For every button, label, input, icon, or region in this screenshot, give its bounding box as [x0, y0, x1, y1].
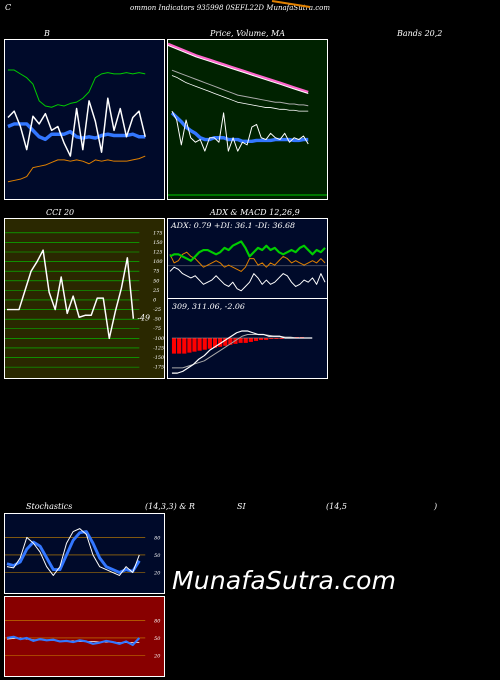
- price-chart: [168, 42, 327, 196]
- cci-y-tick-label: 0: [153, 297, 156, 303]
- cci-y-tick-label: -100: [153, 336, 164, 342]
- cci-y-tick-label: 150: [153, 240, 162, 246]
- stoch-y-tick-label: 20: [153, 570, 160, 576]
- label-cci: CCI 20: [46, 208, 75, 217]
- price-ma-mid-line: [171, 75, 309, 112]
- stoch-k-line: [6, 528, 140, 576]
- bollinger-panel: [4, 39, 165, 200]
- macd-histogram-bar: [182, 338, 187, 354]
- label-rsi-params: (14,5: [326, 502, 347, 511]
- rsi-y-tick-label: 50: [154, 636, 160, 642]
- cci-y-tick-label: -50: [153, 317, 161, 323]
- macd-histogram-bar: [248, 338, 253, 342]
- macd-histogram-bar: [171, 338, 177, 354]
- adx-readout-label: ADX: 0.79 +DI: 36.1 -DI: 36.68: [170, 221, 295, 230]
- stoch-panel: 80 50 20: [4, 513, 165, 594]
- cci-y-tick-label: 75: [153, 269, 159, 275]
- stoch-y-tick-label: 50: [154, 553, 160, 559]
- rsi-y-tick-label: 80: [154, 618, 160, 624]
- cci-y-tick-label: 125: [153, 249, 162, 255]
- label-b: B: [44, 29, 50, 38]
- bollinger-upper-line: [7, 69, 146, 108]
- header-c: C: [5, 3, 12, 12]
- label-stoch: Stochastics: [26, 502, 73, 511]
- cci-y-tick-label: 100: [153, 259, 162, 265]
- stoch-chart: 80 50 20: [5, 528, 160, 576]
- rsi-chart: 80 50 20: [5, 618, 160, 659]
- macd-histogram-bar: [192, 338, 197, 352]
- label-price-ma: Price, Volume, MA: [210, 29, 286, 38]
- cci-y-tick-label: -150: [153, 355, 164, 361]
- macd-histogram-bar: [228, 338, 233, 345]
- macd-histogram-bar: [223, 338, 228, 346]
- macd-histogram-bar: [264, 338, 269, 340]
- macd-readout-label: 309, 311.06, -2.06: [172, 302, 245, 311]
- price-ma-short-line: [170, 111, 309, 144]
- macd-chart: 309, 311.06, -2.06: [171, 302, 313, 374]
- cci-y-tick-label: -175: [153, 365, 164, 371]
- cci-y-tick-label: -25: [153, 307, 161, 313]
- cci-last-value: -49: [137, 314, 150, 323]
- macd-histogram-bar: [212, 338, 218, 348]
- label-close-paren: ): [434, 502, 438, 511]
- macd-histogram-bar: [207, 338, 212, 349]
- macd-histogram-bar: [197, 338, 202, 351]
- price-top-trend-outline: [168, 44, 309, 94]
- rsi-line: [6, 635, 141, 647]
- price-close-line: [171, 110, 309, 152]
- price-ma-long-line: [171, 69, 309, 107]
- macd-histogram-bar: [274, 338, 279, 339]
- macd-line: [171, 330, 313, 374]
- watermark: MunafaSutra.com: [172, 566, 397, 595]
- bollinger-price-line: [7, 97, 146, 157]
- rsi-panel: 80 50 20: [4, 596, 165, 677]
- macd-histogram-bar: [279, 338, 284, 339]
- stoch-d-line: [6, 530, 141, 574]
- price-top-trend-line: [168, 42, 309, 94]
- macd-panel: 309, 311.06, -2.06: [167, 298, 328, 379]
- adx-minus-di-line: [169, 251, 326, 272]
- label-si: SI: [237, 502, 246, 511]
- macd-signal-line: [171, 334, 313, 369]
- header-orange-stroke: [271, 0, 311, 8]
- label-stoch-params: (14,3,3) & R: [145, 502, 195, 511]
- adx-line: [169, 266, 326, 292]
- macd-histogram-bar: [218, 338, 223, 347]
- macd-histogram-bar: [258, 338, 264, 340]
- macd-histogram-bar: [269, 338, 274, 339]
- cci-panel: 175 150 125 100 75 50 25 0 -25 -50 -75 -100 -125 -150…: [4, 218, 165, 379]
- header-text: ommon Indicators 935998 0SEFL22D MunafaS…: [130, 4, 331, 12]
- stoch-y-tick-label: 80: [154, 535, 160, 541]
- bollinger-chart: [7, 69, 146, 183]
- macd-histogram-bar: [177, 338, 182, 354]
- price-panel: [167, 39, 328, 200]
- bollinger-lower-line: [7, 155, 146, 183]
- label-bands: Bands 20,2: [397, 29, 443, 38]
- adx-panel: ADX: 0.79 +DI: 36.1 -DI: 36.68: [167, 218, 328, 299]
- cci-chart: 175 150 125 100 75 50 25 0 -25 -50 -75 -100 -125 -150…: [5, 230, 164, 371]
- cci-y-tick-label: -75: [153, 326, 161, 332]
- adx-plus-di-line: [169, 240, 326, 262]
- label-adx-macd: ADX & MACD 12,26,9: [210, 208, 300, 217]
- cci-line: [6, 249, 135, 340]
- macd-histogram-bar: [187, 338, 192, 353]
- macd-histogram-bar: [253, 338, 259, 341]
- macd-histogram-bar: [243, 338, 248, 343]
- rsi-y-tick-label: 20: [153, 653, 160, 659]
- cci-y-tick-label: -125: [153, 345, 164, 351]
- cci-y-tick-label: 50: [153, 278, 159, 284]
- macd-histogram-bar: [202, 338, 207, 350]
- cci-y-tick-label: 25: [152, 288, 159, 294]
- cci-y-tick-label: 175: [153, 230, 162, 236]
- macd-histogram-bar: [238, 338, 243, 343]
- adx-chart: ADX: 0.79 +DI: 36.1 -DI: 36.68: [168, 221, 327, 292]
